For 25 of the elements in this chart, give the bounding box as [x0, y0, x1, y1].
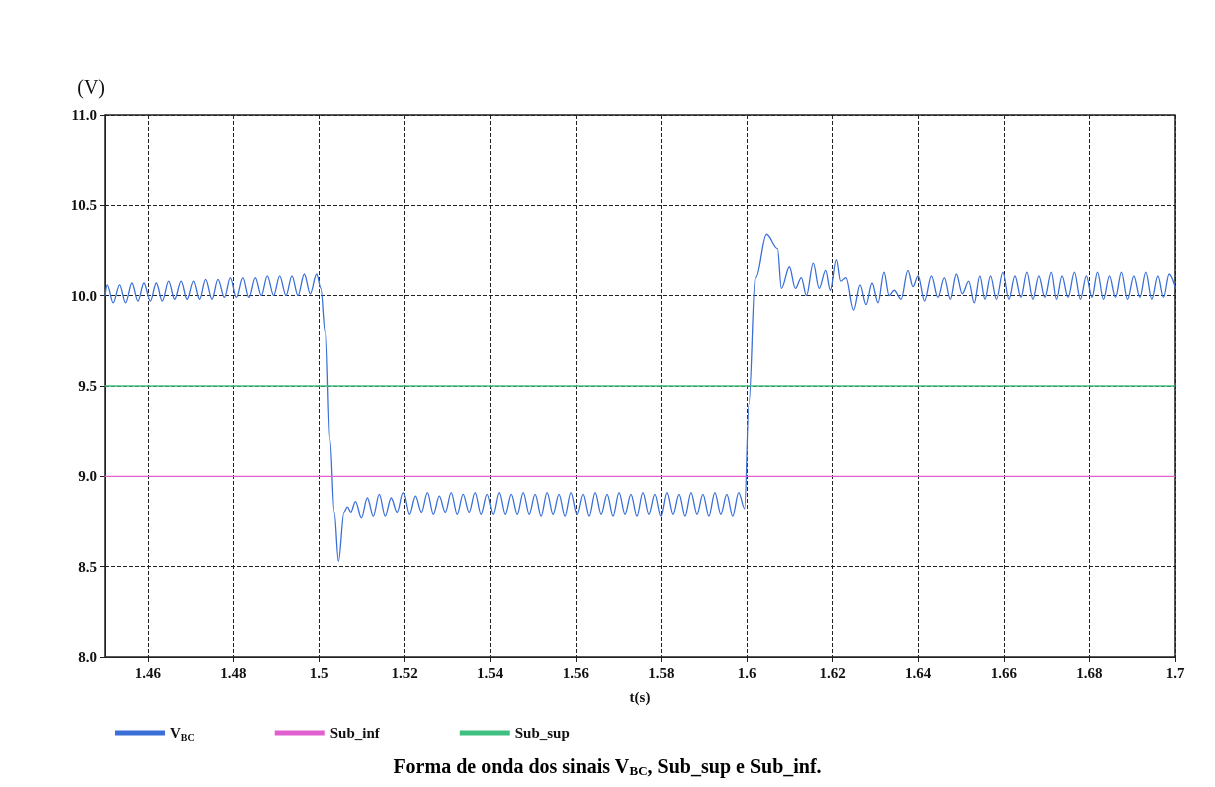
y-tick-label: 10.5	[70, 197, 97, 214]
x-tick-label: 1.68	[1076, 664, 1103, 681]
x-tick-label: 1.7	[1165, 664, 1185, 681]
x-tick-label: 1.48	[220, 664, 247, 681]
x-tick-label: 1.62	[819, 664, 846, 681]
x-tick-label: 1.46	[134, 664, 162, 681]
y-tick-label: 9.0	[78, 468, 97, 485]
x-tick-label: 1.56	[562, 664, 590, 681]
x-tick-label: 1.6	[737, 664, 757, 681]
y-tick-label: 10.0	[70, 287, 97, 304]
y-tick-label: 11.0	[71, 107, 97, 123]
x-axis-title: t(s)	[629, 688, 651, 706]
y-axis-title: (V)	[77, 76, 105, 99]
y-tick-label: 9.5	[78, 378, 97, 394]
x-tick-label: 1.58	[648, 664, 675, 681]
legend-label: Sub_inf	[329, 725, 381, 741]
legend-label: Sub_sup	[514, 725, 570, 741]
x-tick-label: 1.66	[990, 664, 1018, 681]
x-tick-label: 1.52	[391, 664, 418, 681]
x-tick-label: 1.64	[905, 664, 932, 681]
x-tick-label: 1.54	[477, 664, 504, 681]
y-tick-label: 8.0	[78, 649, 97, 665]
x-tick-label: 1.5	[309, 664, 329, 681]
y-tick-label: 8.5	[78, 558, 97, 575]
line-series	[104, 233, 1176, 562]
